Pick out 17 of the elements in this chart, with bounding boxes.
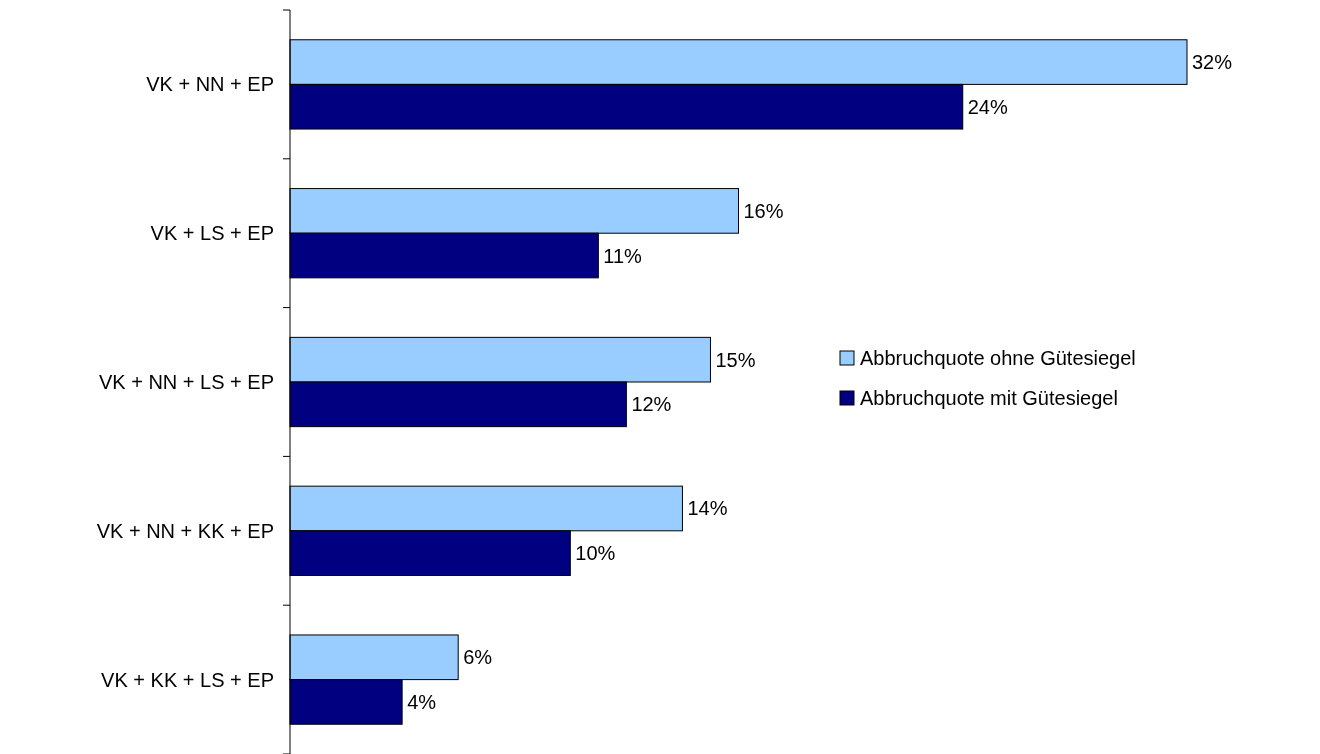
data-label: 14% [687, 497, 728, 520]
y-tick-label: VK + KK + LS + EP [101, 668, 274, 691]
data-label: 16% [743, 199, 784, 222]
y-tick-label: VK + NN + LS + EP [98, 371, 274, 393]
data-label: 4% [407, 690, 437, 713]
data-label: 12% [631, 393, 672, 416]
y-tick-label: VK + NN + KK + EP [96, 519, 274, 542]
legend-label: Abbruchquote mit Gütesiegel [860, 387, 1118, 409]
data-label: 15% [715, 348, 756, 371]
data-label: 6% [463, 646, 493, 669]
data-label: 32% [1192, 51, 1233, 74]
legend-label: Abbruchquote ohne Gütesiegel [860, 347, 1136, 369]
data-label: 10% [575, 542, 616, 565]
data-label: 24% [967, 95, 1008, 118]
y-tick-label: VK + LS + EP [150, 222, 274, 245]
y-tick-label: VK + NN + EP [146, 73, 274, 96]
data-label: 11% [603, 244, 643, 267]
